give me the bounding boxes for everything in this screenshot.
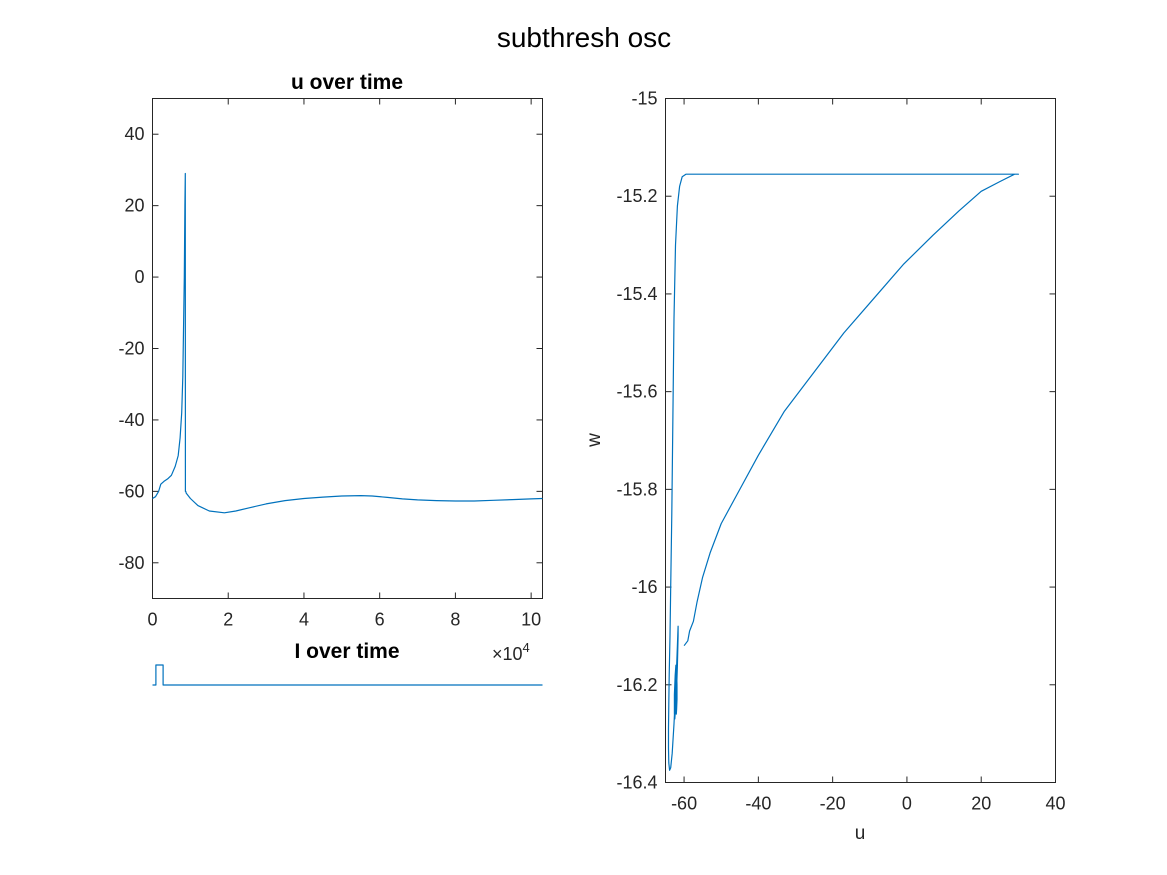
u-time-ytick-label: -60 <box>118 481 144 501</box>
phase-ytick-label: -15.6 <box>616 382 657 402</box>
phase-xtick-label: 40 <box>1045 794 1065 814</box>
phase-ytick-label: -16.4 <box>616 773 657 793</box>
u-time-ytick-label: 0 <box>134 267 144 287</box>
phase-plane-frame <box>665 98 1056 783</box>
u-time-plot-ticks: 0 2 4 6 8 10 -80 -60 -40 -20 0 20 40 <box>118 98 543 630</box>
u-time-xtick-label: 2 <box>223 610 233 630</box>
i-time-plot: I over time <box>152 640 543 686</box>
phase-plane-ylabel: w <box>584 433 605 448</box>
phase-trajectory-line <box>667 173 1020 771</box>
phase-ytick-label: -16.2 <box>616 675 657 695</box>
u-time-ytick-label: -80 <box>118 553 144 573</box>
phase-ytick-label: -15.8 <box>616 479 657 499</box>
phase-ytick-label: -15.4 <box>616 284 657 304</box>
u-time-line <box>152 172 543 514</box>
phase-xtick-label: -20 <box>820 794 846 814</box>
u-time-plot-x-exponent: ×104 <box>492 640 530 664</box>
u-time-xtick-label: 10 <box>521 610 541 630</box>
x-exponent-power: 4 <box>523 640 530 655</box>
u-time-plot-title: u over time <box>291 71 403 94</box>
u-time-xtick-label: 6 <box>375 610 385 630</box>
u-time-xtick-label: 0 <box>147 610 157 630</box>
u-time-xtick-label: 8 <box>450 610 460 630</box>
u-time-ytick-label: 40 <box>124 124 144 144</box>
u-time-ytick-label: -20 <box>118 339 144 359</box>
u-time-plot-series <box>152 172 543 514</box>
u-time-plot: u over time 0 2 4 6 8 10 -80 -60 -40 -20 0 20 40 ×10… <box>118 71 543 664</box>
i-time-line <box>152 664 543 686</box>
phase-xtick-label: 0 <box>902 794 912 814</box>
phase-xtick-label: -60 <box>671 794 697 814</box>
figure-title: subthresh osc <box>497 22 671 53</box>
u-time-xtick-label: 4 <box>299 610 309 630</box>
phase-ytick-label: -15 <box>631 89 657 109</box>
phase-ytick-label: -15.2 <box>616 186 657 206</box>
i-time-plot-series <box>152 664 543 686</box>
phase-plane-ticks: -60 -40 -20 0 20 40 -16.4 -16.2 -16 -15.8 -15.6 -15… <box>616 89 1065 814</box>
phase-xtick-label: -40 <box>745 794 771 814</box>
phase-xtick-label: 20 <box>971 794 991 814</box>
phase-ytick-label: -16 <box>631 577 657 597</box>
phase-plane-plot: -60 -40 -20 0 20 40 -16.4 -16.2 -16 -15.8 -15.6 -15… <box>584 89 1066 845</box>
u-time-plot-frame <box>152 98 543 599</box>
phase-plane-xlabel: u <box>855 823 866 844</box>
i-time-plot-title: I over time <box>294 640 399 663</box>
u-time-ytick-label: -40 <box>118 410 144 430</box>
x-exponent-base: ×10 <box>492 644 523 664</box>
phase-plane-series <box>667 173 1020 771</box>
u-time-ytick-label: 20 <box>124 196 144 216</box>
